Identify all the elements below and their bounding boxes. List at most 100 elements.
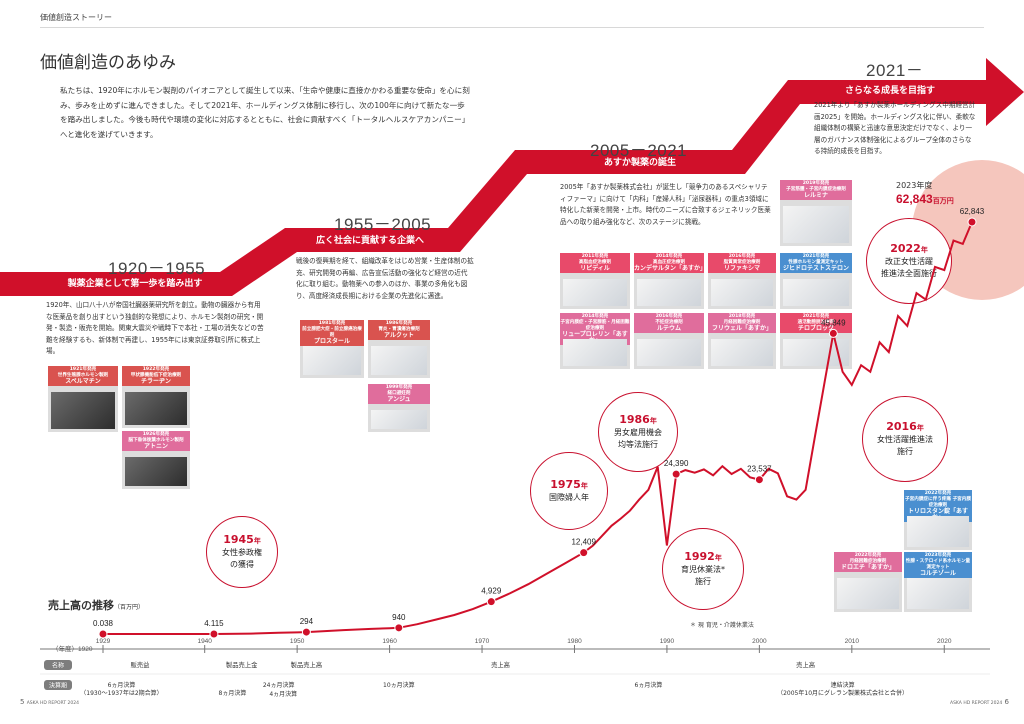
product-photo [125, 457, 187, 486]
product-category: 脳下垂体後葉ホルモン製剤 [128, 438, 184, 443]
product-name: アトニン [143, 443, 168, 450]
era3-years: 2005－2021 [590, 141, 688, 160]
x-tick-label: 1929 [96, 638, 111, 645]
event-circle: 2022年 改正女性活躍 推進法全面施行 [866, 218, 952, 304]
period-row-item: 4ヵ月決算 [269, 690, 297, 698]
product-name: スペルマチン [65, 378, 101, 385]
product-tag: 2018年発売 月経困難症治療剤 フリウェル「あすか」 [708, 313, 776, 333]
page-title: 価値創造のあゆみ [40, 53, 176, 73]
period-row-pill-label: 決算期 [49, 682, 67, 690]
section-header: 価値創造ストーリー [40, 13, 112, 22]
footer-left: 5 ASKA HD REPORT 2024 [20, 698, 79, 706]
name-row-item: 売上高 [796, 660, 815, 669]
name-row-item: 販売益 [131, 660, 151, 669]
product-year: 1926年発売 [142, 432, 170, 437]
product-year: 1922年発売 [142, 367, 170, 372]
data-point [98, 629, 108, 639]
product-tag: 1921年発売 世界生殖腺ホルモン製剤 スペルマチン [48, 366, 118, 386]
product-year: 2022年発売 [854, 553, 882, 558]
product-card: 2014年発売 高血圧症治療剤 カンデサルタン「あすか」 [634, 253, 707, 309]
data-label: 12,409 [571, 538, 596, 547]
product-photo [371, 346, 427, 375]
data-point [579, 548, 589, 558]
data-label: 0.038 [93, 619, 114, 628]
product-card: 1999年発売 経口避妊剤 アンジュ [368, 384, 430, 432]
era2-years: 1955－2005 [334, 215, 432, 234]
product-category: 性腺・ステロイド系ホルモン量測定キット [905, 559, 971, 570]
event-circle: 1986年 男女雇用機会 均等法施行 [598, 392, 678, 472]
product-photo [563, 279, 627, 306]
data-point [209, 629, 219, 639]
product-year: 1981年発売 [318, 321, 346, 326]
product-card: 1926年発売 脳下垂体後葉ホルモン製剤 アトニン [122, 431, 190, 489]
footer-right: ASKA HD REPORT 2024 6 [950, 698, 1009, 706]
product-category: 過活動膀胱治療剤 [797, 320, 835, 325]
event-circle: 2016年 女性活躍推進法 施行 [862, 396, 948, 482]
product-card: 2016年発売 不妊症治療剤 ルテウム [634, 313, 704, 369]
product-photo [125, 392, 187, 425]
header-divider [40, 27, 984, 28]
product-photo [51, 392, 115, 429]
product-name: チラーヂン [140, 378, 171, 385]
product-name: ドロエチ「あすか」 [840, 564, 895, 571]
product-name: カンデサルタン「あすか」 [634, 265, 707, 272]
period-row-item: 連結決算 [831, 681, 855, 689]
product-year: 2018年発売 [728, 314, 756, 319]
product-year: 2021年発売 [802, 254, 830, 259]
event-text: の獲得 [230, 559, 254, 569]
event-text: 施行 [695, 576, 711, 586]
product-category: 子宮筋腫・子宮内膜症治療剤 [786, 187, 846, 192]
event-year: 1945年 [223, 532, 261, 546]
data-label: 45,849 [821, 318, 846, 327]
chart-title: 売上高の推移（百万円） [48, 599, 145, 612]
product-card: 1986年発売 胃炎・胃潰瘍治療剤 アルクット [368, 320, 430, 378]
product-photo [907, 516, 969, 547]
product-category: 不妊症治療剤 [655, 320, 683, 325]
product-tag: 2019年発売 子宮筋腫・子宮内膜症治療剤 レルミナ [780, 180, 852, 200]
name-row-pill [44, 660, 72, 670]
event-text: 女性参政権 [222, 547, 262, 557]
product-name: アルクット [384, 332, 414, 339]
product-category: 性腺ホルモン量測定キット [788, 260, 844, 265]
intro-paragraph: 私たちは、1920年にホルモン製剤のパイオニアとして誕生して以来、「生命や健康に… [60, 86, 470, 139]
data-label: 4,929 [481, 587, 502, 596]
product-year: 2014年発売 [655, 254, 683, 259]
product-category: 子宮内膜症に伴う疼痛 子宮内膜症治療剤 [905, 497, 971, 508]
product-year: 2016年発売 [728, 254, 756, 259]
event-text: 均等法施行 [618, 439, 658, 449]
product-category: 月経困難症治療剤 [723, 320, 761, 325]
product-photo [371, 410, 427, 429]
event-text: 女性活躍推進法 [877, 434, 933, 444]
product-year: 1986年発売 [385, 321, 413, 326]
event-circle: 1945年 女性参政権の獲得 [206, 516, 278, 588]
x-tick-label: 1970 [475, 638, 490, 645]
product-tag: 1999年発売 経口避妊剤 アンジュ [368, 384, 430, 404]
name-row-item: 製品売上金 [226, 660, 258, 669]
data-label: 294 [300, 617, 314, 626]
period-row-item: 6ヵ月決算 [635, 681, 663, 689]
product-category: 脂質異常症治療剤 [723, 260, 761, 265]
era2-label: 広く社会に貢献する企業へ [315, 236, 424, 246]
product-card: 1981年発売 前立腺肥大症・前立腺癌治療剤 プロスタール [300, 320, 364, 378]
x-tick-label: 1940 [197, 638, 212, 645]
product-photo [711, 279, 773, 306]
event-text: 施行 [897, 446, 913, 456]
product-tag: 1986年発売 胃炎・胃潰瘍治療剤 アルクット [368, 320, 430, 340]
period-row-note: （2005年10月にグレラン製薬株式会社と合併） [777, 689, 908, 697]
product-photo [711, 339, 773, 366]
event-circle: 1975年 国際婦人年 [530, 452, 608, 530]
product-category: 月経困難症治療剤 [849, 559, 887, 564]
data-point [671, 469, 681, 479]
product-category: 子宮内膜症・子宮腺筋・月経困難症治療剤 [560, 320, 630, 331]
product-card: 2016年発売 脂質異常症治療剤 リファキシマ [708, 253, 776, 309]
product-card: 1922年発売 甲状腺機能低下症治療剤 チラーヂン [122, 366, 190, 428]
era4-label: さらなる成長を目指す [844, 86, 935, 96]
x-axis-prefix: （年度）1920 [52, 644, 93, 653]
x-tick-label: 2000 [752, 638, 767, 645]
product-tag: 2021年発売 過活動膀胱治療剤 チロブロック [780, 313, 852, 333]
product-card: 2019年発売 子宮筋腫・子宮内膜症治療剤 レルミナ [780, 180, 852, 246]
event-circle: 1992年 育児休業法* 施行 [662, 528, 744, 610]
product-tag: 1922年発売 甲状腺機能低下症治療剤 チラーヂン [122, 366, 190, 386]
data-label: 23,537 [747, 465, 772, 474]
